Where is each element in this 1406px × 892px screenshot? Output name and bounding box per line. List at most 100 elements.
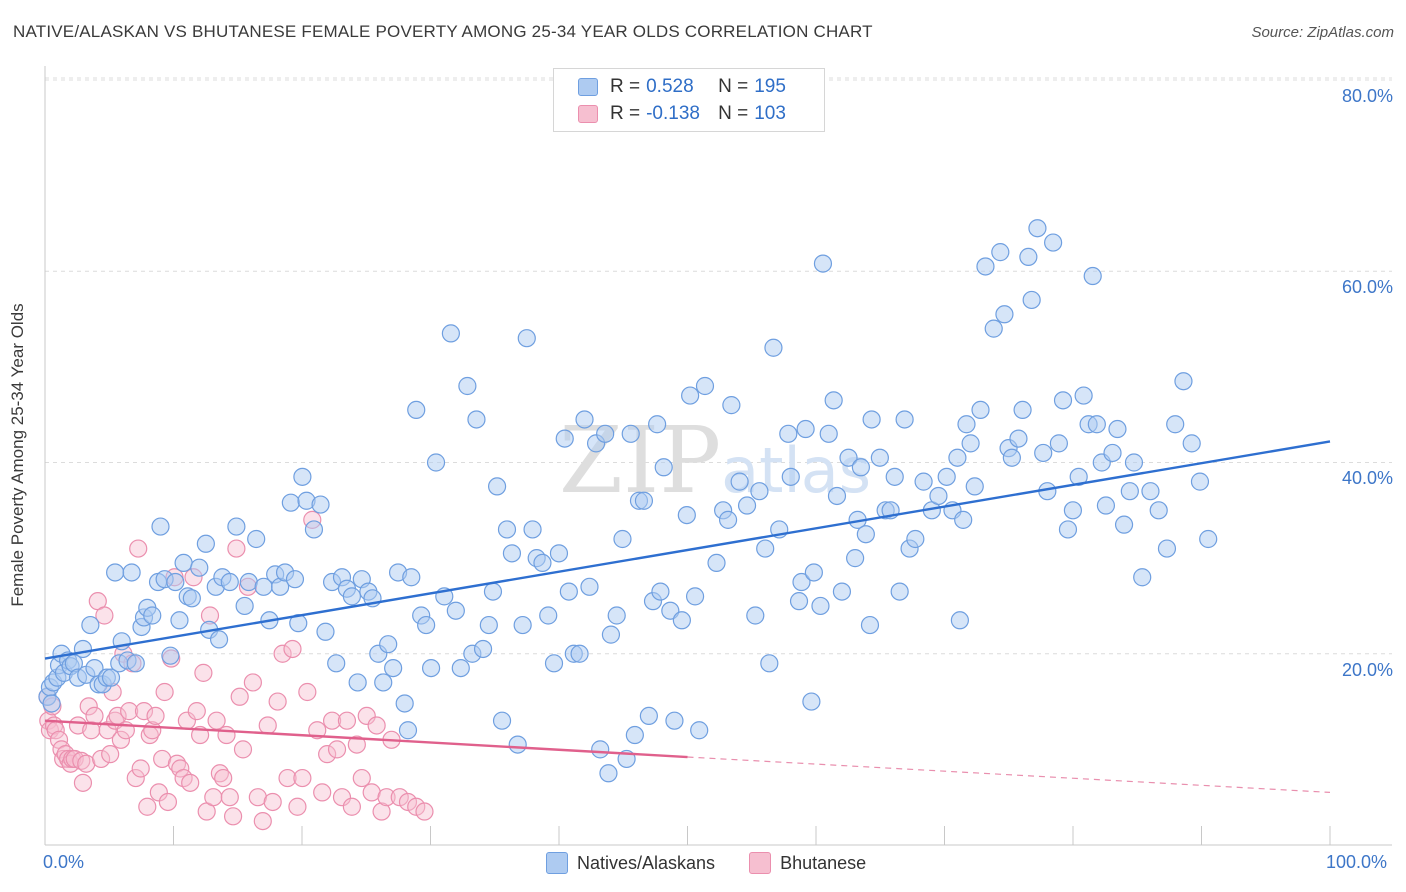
data-point-natives (451, 658, 470, 678)
data-point-natives (42, 694, 61, 713)
data-point-natives (690, 721, 709, 740)
trend-lines (44, 440, 1331, 794)
data-point-bhutanese (278, 768, 297, 788)
data-point-natives (1083, 266, 1102, 286)
data-point-natives (523, 520, 542, 539)
data-point-bhutanese (129, 539, 148, 558)
data-point-natives (1108, 419, 1127, 439)
correlation-legend: R = 0.528 N = 195 R = -0.138 N = 103 (553, 68, 825, 132)
data-point-natives (508, 735, 527, 754)
data-point-natives (379, 635, 398, 654)
data-point-natives (407, 400, 426, 420)
data-point-natives (789, 592, 809, 611)
y-axis-label: Female Poverty Among 25-34 Year Olds (8, 303, 27, 607)
legend-row-bhutanese: R = -0.138 N = 103 (578, 102, 786, 126)
data-point-natives (813, 254, 833, 273)
data-point-natives (625, 725, 644, 745)
data-point-natives (311, 495, 330, 514)
data-point-natives (182, 589, 201, 608)
data-point-natives (247, 529, 266, 549)
data-point-natives (1190, 472, 1210, 491)
data-point-bhutanese (214, 768, 233, 788)
data-point-natives (1199, 529, 1218, 549)
data-point-natives (570, 644, 589, 663)
data-point-natives (1028, 219, 1047, 238)
data-point-natives (870, 448, 889, 467)
data-point-bhutanese (187, 702, 206, 721)
data-point-natives (746, 606, 765, 625)
data-point-natives (804, 563, 823, 582)
data-point-natives (607, 606, 626, 625)
data-point-natives (984, 319, 1003, 338)
data-point-natives (1182, 434, 1201, 453)
data-point-natives (539, 606, 558, 625)
axes (44, 66, 1392, 846)
x-tick-label-min: 0.0% (43, 852, 85, 872)
data-point-natives (695, 376, 715, 396)
data-point-natives (613, 529, 632, 549)
data-point-natives (1174, 372, 1193, 391)
data-point-natives (976, 257, 995, 276)
data-point-natives (473, 639, 493, 659)
chart-title: NATIVE/ALASKAN VS BHUTANESE FEMALE POVER… (13, 22, 873, 41)
data-point-natives (1149, 501, 1168, 520)
data-point-natives (1103, 443, 1122, 463)
data-point-bhutanese (158, 792, 178, 812)
data-point-bhutanese (332, 788, 352, 807)
data-point-bhutanese (318, 745, 337, 764)
data-point-natives (483, 582, 503, 601)
data-point-bhutanese (377, 788, 396, 807)
data-point-natives (327, 654, 346, 673)
data-point-bhutanese (126, 768, 145, 788)
y-tick-label: 80.0% (1341, 86, 1393, 106)
data-point-natives (601, 625, 621, 644)
data-point-bhutanese (138, 797, 157, 816)
data-point-bhutanese (85, 706, 104, 726)
data-point-natives (811, 596, 830, 616)
data-point-natives (914, 472, 933, 491)
data-point-natives (961, 434, 980, 453)
data-point-natives (446, 601, 465, 620)
data-point-bhutanese (230, 687, 249, 706)
data-point-natives (730, 472, 749, 491)
y-tick-label: 60.0% (1341, 277, 1393, 297)
data-point-natives (1053, 391, 1073, 410)
data-point-natives (929, 486, 948, 506)
data-point-bhutanese (337, 711, 357, 730)
data-point-natives (316, 622, 335, 641)
data-point-natives (151, 517, 170, 536)
data-point-natives (374, 673, 393, 692)
data-point-natives (707, 553, 726, 573)
data-point-natives (281, 493, 300, 512)
data-point-natives (781, 467, 800, 486)
data-point-natives (170, 611, 189, 630)
data-point-natives (634, 491, 654, 510)
data-point-natives (846, 549, 865, 568)
data-point-natives (802, 692, 821, 711)
data-point-natives (209, 630, 229, 649)
data-point-natives (1058, 520, 1078, 539)
data-point-natives (220, 572, 239, 592)
data-point-natives (971, 400, 990, 420)
data-point-bhutanese (149, 783, 168, 802)
data-point-natives (965, 477, 984, 496)
data-point-bhutanese (101, 745, 120, 764)
data-point-natives (467, 410, 486, 429)
data-point-natives (885, 467, 904, 486)
data-point-natives (737, 496, 757, 515)
data-point-natives (517, 329, 536, 348)
data-point-natives (677, 505, 696, 525)
data-point-natives (555, 429, 574, 448)
data-point-natives (1074, 386, 1093, 405)
legend-swatch-pink (578, 105, 598, 123)
data-point-bhutanese (273, 644, 292, 663)
data-point-natives (890, 582, 909, 601)
y-tick-label: 20.0% (1341, 660, 1393, 680)
data-point-natives (596, 424, 615, 443)
data-point-natives (756, 539, 775, 558)
data-point-bhutanese (73, 773, 93, 792)
data-point-natives (174, 553, 193, 573)
data-point-natives (832, 582, 852, 601)
data-point-bhutanese (347, 735, 366, 754)
